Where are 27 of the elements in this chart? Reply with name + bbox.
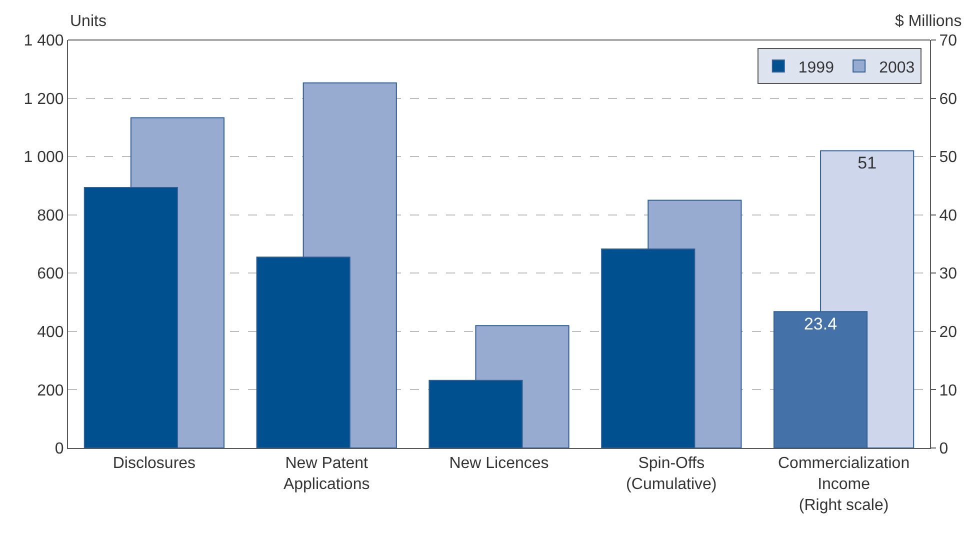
- y-tick-label: 200: [37, 382, 64, 400]
- x-tick-label: New Licences: [449, 455, 549, 472]
- legend-label: 2003: [879, 59, 915, 76]
- y2-tick-label: 70: [939, 32, 958, 50]
- x-tick-label: Disclosures: [112, 455, 196, 472]
- y-tick-label: 1 000: [24, 149, 64, 166]
- y2-tick-label: 10: [939, 382, 958, 400]
- x-tick-label: New Patent Applications: [283, 455, 370, 493]
- y2-tick-label: 30: [939, 266, 958, 283]
- y2-tick-label: 60: [939, 90, 958, 108]
- y2-tick-label: 20: [939, 324, 958, 342]
- y-tick-label: 600: [37, 266, 64, 283]
- x-tick-label: Commercialization Income (Right scale): [778, 455, 910, 514]
- y2-tick-label: 50: [939, 149, 958, 166]
- y-tick-label: 400: [37, 324, 64, 342]
- legend-label: 1999: [798, 59, 834, 76]
- data-label: 23.4: [804, 314, 838, 334]
- y-tick-label: 1 400: [24, 32, 64, 50]
- y2-axis-title: $ Millions: [895, 13, 962, 30]
- y-tick-label: 800: [37, 207, 64, 224]
- data-label: 51: [858, 154, 877, 173]
- y-axis-title: Units: [70, 13, 106, 30]
- y-tick-label: 0: [54, 440, 64, 458]
- y-tick-label: 1 200: [24, 90, 64, 108]
- y2-tick-label: 40: [939, 207, 958, 224]
- x-tick-label: Spin-Offs (Cumulative): [626, 455, 717, 493]
- y2-tick-label: 0: [939, 440, 948, 458]
